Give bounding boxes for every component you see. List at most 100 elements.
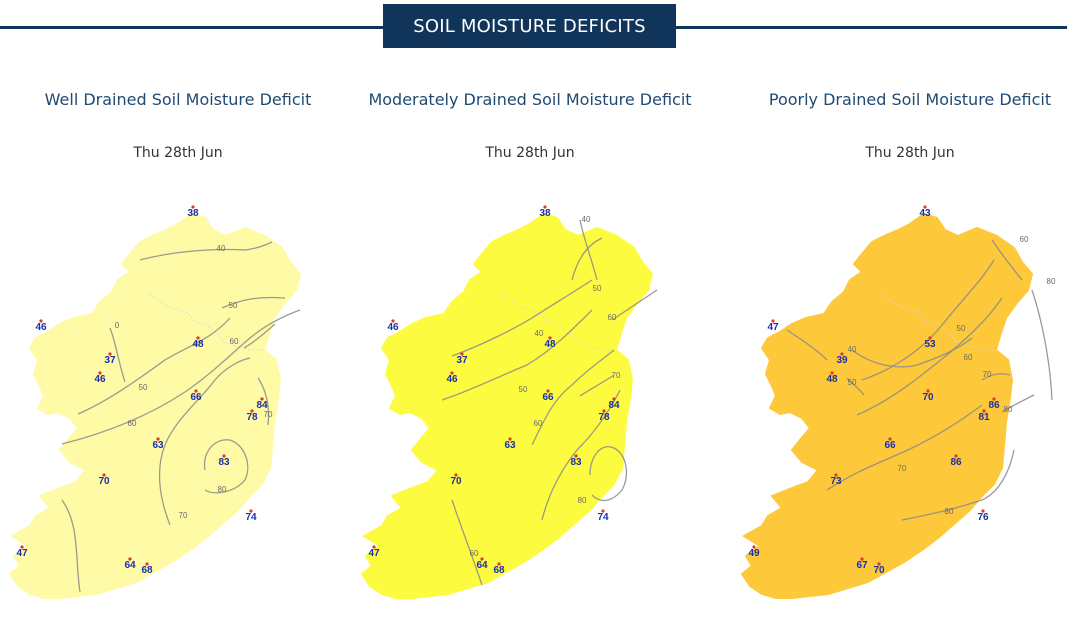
station-marker	[840, 352, 844, 356]
isoline	[203, 439, 249, 494]
map-panel-well-drained: Well Drained Soil Moisture Deficit Thu 2…	[0, 0, 356, 620]
isoline	[158, 357, 251, 526]
station-marker	[602, 409, 606, 413]
station-value: 48	[544, 339, 556, 350]
isoline	[846, 377, 865, 396]
isoline-label: 80	[945, 507, 954, 516]
isoline-label: 40	[217, 244, 226, 253]
isoline	[589, 446, 628, 502]
station-marker	[834, 473, 838, 477]
isoline	[861, 259, 995, 381]
isoline-label: 60	[964, 353, 973, 362]
map-date: Thu 28th Jun	[865, 145, 955, 161]
station-value: 86	[988, 400, 1000, 411]
isoline-label: 70	[612, 371, 621, 380]
station-value: 46	[446, 374, 458, 385]
station-value: 68	[141, 565, 153, 576]
isoline	[541, 389, 621, 521]
isoline	[579, 219, 598, 281]
header-rule-left	[0, 26, 383, 29]
isoline-label: 60	[1020, 235, 1029, 244]
isoline-label: 50	[957, 324, 966, 333]
isoline-label: 50	[229, 301, 238, 310]
station-marker	[249, 509, 253, 513]
station-value: 66	[542, 392, 554, 403]
station-value: 73	[830, 476, 842, 487]
station-marker	[752, 545, 756, 549]
station-value: 38	[539, 208, 551, 219]
station-value: 86	[950, 457, 962, 468]
county-border	[881, 293, 996, 351]
station-value: 37	[104, 355, 116, 366]
station-marker	[546, 389, 550, 393]
map-panel-poorly-drained: Poorly Drained Soil Moisture Deficit Thu…	[732, 0, 1067, 620]
station-value: 48	[192, 339, 204, 350]
station-marker	[372, 545, 376, 549]
station-value: 76	[977, 512, 989, 523]
station-value: 70	[922, 392, 934, 403]
station-value: 47	[767, 322, 779, 333]
station-marker	[981, 509, 985, 513]
isoline	[451, 499, 483, 586]
ireland-landmass	[360, 212, 654, 599]
station-marker	[771, 319, 775, 323]
isoline-label: 40	[535, 329, 544, 338]
isoline-label: 60	[230, 337, 239, 346]
isoline-label: 60	[534, 419, 543, 428]
station-marker	[102, 473, 106, 477]
station-value: 64	[476, 560, 488, 571]
station-value: 68	[493, 565, 505, 576]
station-marker	[480, 557, 484, 561]
station-value: 70	[98, 476, 110, 487]
station-value: 83	[218, 457, 230, 468]
station-marker	[574, 454, 578, 458]
isoline-label: 60	[470, 549, 479, 558]
isoline-label: 50	[139, 383, 148, 392]
ireland-map: 40 50 60 60 80 50 70 70 80 80 43 47 39 48 53 70 86 81 66 86…	[732, 200, 1067, 610]
station-marker	[992, 397, 996, 401]
station-value: 78	[598, 412, 610, 423]
isoline	[826, 404, 983, 491]
station-value: 46	[387, 322, 399, 333]
station-value: 46	[35, 322, 47, 333]
station-marker	[612, 397, 616, 401]
station-marker	[128, 557, 132, 561]
isoline-label: 70	[264, 410, 273, 419]
isoline-label: 40	[848, 345, 857, 354]
station-value: 67	[856, 560, 868, 571]
station-marker	[860, 557, 864, 561]
station-value: 48	[826, 374, 838, 385]
station-marker	[20, 545, 24, 549]
station-marker	[454, 473, 458, 477]
ireland-landmass	[740, 212, 1034, 599]
isoline	[1001, 394, 1035, 413]
isoline	[243, 323, 276, 349]
isoline-label: 60	[128, 419, 137, 428]
isoline-label: 80	[1004, 405, 1013, 414]
station-value: 47	[368, 548, 380, 559]
station-value: 70	[450, 476, 462, 487]
isoline	[981, 373, 1011, 381]
isoline-label: 40	[582, 215, 591, 224]
isoline	[579, 374, 615, 397]
station-marker	[98, 371, 102, 375]
ireland-map: 40 40 50 50 60 60 70 80 60 38 46 37 46 48 66 84 78 63 83 70…	[352, 200, 708, 610]
isoline-label: 60	[608, 313, 617, 322]
station-value: 84	[608, 400, 620, 411]
isoline	[61, 309, 301, 445]
station-marker	[830, 371, 834, 375]
station-marker	[543, 205, 547, 209]
isoline	[851, 337, 973, 368]
station-value: 63	[504, 440, 516, 451]
station-value: 81	[978, 412, 990, 423]
station-marker	[108, 352, 112, 356]
map-title: Well Drained Soil Moisture Deficit	[44, 90, 312, 109]
station-marker	[460, 352, 464, 356]
isoline-label: 80	[218, 485, 227, 494]
isoline	[77, 317, 231, 415]
station-value: 49	[748, 548, 760, 559]
isoline	[109, 327, 126, 383]
isoline-label: 80	[1047, 277, 1056, 286]
station-marker	[548, 336, 552, 340]
map-title: Poorly Drained Soil Moisture Deficit	[768, 90, 1052, 109]
